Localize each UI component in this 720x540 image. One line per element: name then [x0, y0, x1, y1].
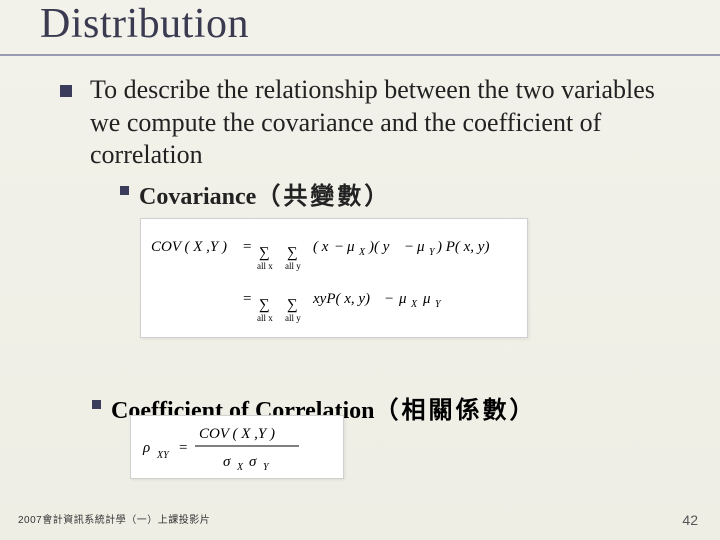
f-text: ) P( x, y)	[436, 239, 489, 255]
f-allx: all x	[257, 261, 273, 271]
f-subY: Y	[429, 247, 436, 258]
f-subY: Y	[435, 299, 442, 310]
f-ally: all y	[285, 261, 301, 271]
f-minus: −	[405, 239, 413, 255]
sub-covariance: Covariance（共變數）	[120, 176, 670, 211]
f-subXY: XY	[156, 450, 170, 461]
sigma-icon: ∑	[259, 245, 270, 261]
sigma-icon: ∑	[259, 297, 270, 313]
paren: （	[374, 397, 401, 424]
cov-label: Covariance（共變數）	[139, 176, 391, 211]
f-subY: Y	[263, 462, 270, 473]
mu-icon: μ	[346, 239, 355, 255]
mu-icon: μ	[422, 291, 431, 307]
f-minus: −	[335, 239, 343, 255]
f-eq: =	[243, 291, 251, 307]
title-rule	[0, 54, 720, 56]
f-text: ( x	[313, 239, 329, 255]
bullet-lvl1: To describe the relationship between the…	[60, 74, 670, 211]
f-eq: =	[243, 239, 251, 255]
slide-title: Distribution	[0, 0, 720, 54]
covariance-formula: COV ( X ,Y ) = ∑ all x ∑ all y ( x − μ X…	[140, 218, 528, 338]
paren: ）	[364, 183, 391, 210]
rho-icon: ρ	[142, 440, 150, 456]
mu-icon: μ	[416, 239, 425, 255]
f-ally: all y	[285, 313, 301, 323]
square-bullet-icon	[60, 85, 72, 97]
f-lhs: COV ( X ,Y )	[151, 239, 227, 255]
f-text: xyP( x, y)	[312, 291, 370, 307]
f-eq: =	[179, 440, 187, 456]
f-subX: X	[236, 462, 244, 473]
corr-chinese: 相關係數	[401, 397, 509, 424]
f-allx: all x	[257, 313, 273, 323]
paren: （	[256, 183, 283, 210]
body: To describe the relationship between the…	[0, 74, 720, 211]
footer-left: 2007會計資訊系統計學（一）上課投影片	[18, 511, 210, 526]
slide: Distribution To describe the relationshi…	[0, 0, 720, 540]
page-number: 42	[682, 512, 698, 528]
square-bullet-icon	[120, 186, 129, 195]
square-bullet-icon	[92, 400, 101, 409]
lvl1-content: To describe the relationship between the…	[90, 74, 670, 211]
cov-word: Covariance	[139, 184, 256, 210]
sigma-icon: ∑	[287, 245, 298, 261]
f-subX: X	[410, 299, 418, 310]
f-subX: X	[358, 247, 366, 258]
f-num: COV ( X ,Y )	[199, 426, 275, 442]
paren: ）	[509, 397, 536, 424]
correlation-formula: ρ XY = COV ( X ,Y ) σ X σ Y	[130, 415, 344, 479]
formula-svg: COV ( X ,Y ) = ∑ all x ∑ all y ( x − μ X…	[149, 223, 519, 333]
sigma-small-icon: σ	[223, 454, 231, 470]
f-minus: −	[385, 291, 393, 307]
f-text: )( y	[368, 239, 390, 255]
sigma-icon: ∑	[287, 297, 298, 313]
sigma-small-icon: σ	[249, 454, 257, 470]
formula-svg: ρ XY = COV ( X ,Y ) σ X σ Y	[137, 418, 337, 476]
para-text: To describe the relationship between the…	[90, 74, 670, 172]
cov-chinese: 共變數	[283, 183, 364, 210]
mu-icon: μ	[398, 291, 407, 307]
